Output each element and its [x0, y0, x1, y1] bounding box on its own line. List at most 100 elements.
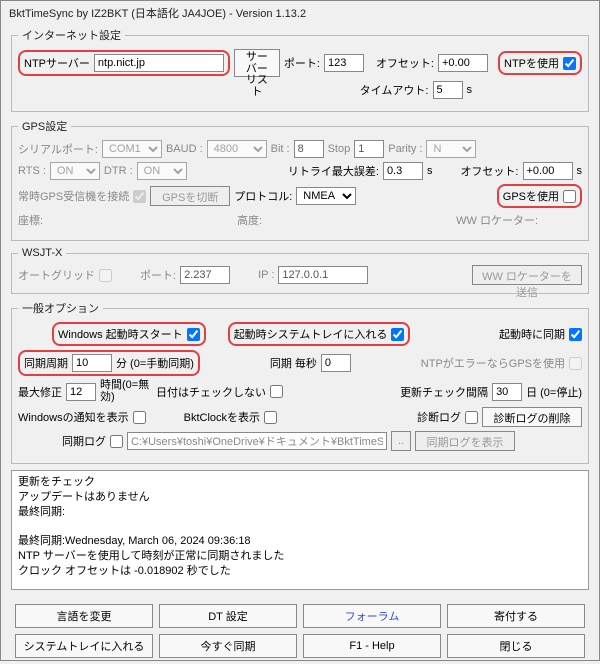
sync-period-label: 同期周期: [24, 355, 68, 371]
wsjtx-legend: WSJT-X: [18, 247, 66, 259]
server-list-button[interactable]: サーバーリスト: [234, 49, 280, 77]
gps-offset-label: オフセット:: [460, 163, 518, 179]
lang-button[interactable]: 言語を変更: [15, 604, 153, 628]
wsjtx-port-input[interactable]: [180, 266, 230, 284]
general-group: 一般オプション Windows 起動時スタート 起動時システムトレイに入れる 起…: [11, 300, 589, 464]
gps-group: GPS設定 シリアルポート: COM1 BAUD : 4800 Bit : St…: [11, 118, 589, 241]
protocol-label: プロトコル:: [234, 188, 292, 204]
sync-log-label: 同期ログ: [62, 433, 106, 449]
timeout-label: タイムアウト:: [360, 82, 429, 98]
donate-button[interactable]: 寄付する: [447, 604, 585, 628]
log-path-input: [127, 432, 387, 450]
ntp-err-gps-label: NTPがエラーならGPSを使用: [421, 355, 565, 371]
update-interval-unit: 日 (0=停止): [526, 384, 582, 400]
port-input[interactable]: [324, 54, 364, 72]
wsjtx-port-label: ポート:: [140, 267, 176, 283]
timeout-unit: s: [467, 84, 473, 96]
wsjtx-group: WSJT-X オートグリッド ポート: IP : WW ロケーターを送信: [11, 247, 589, 294]
update-interval-label: 更新チェック間隔: [400, 384, 488, 400]
status-log: 更新をチェック アップデートはありません 最終同期: 最終同期:Wednesda…: [11, 470, 589, 590]
systray-start-label: 起動時システムトレイに入れる: [234, 326, 388, 342]
use-gps-checkbox[interactable]: [563, 190, 576, 203]
max-correction-unit: 時間(0=無効): [100, 380, 152, 403]
show-bktclock-checkbox[interactable]: [264, 411, 277, 424]
rts-label: RTS :: [18, 165, 46, 177]
timeout-input[interactable]: [433, 81, 463, 99]
sync-period-unit: 分 (0=手動同期): [116, 355, 194, 371]
alt-label: 高度:: [237, 212, 262, 228]
close-button[interactable]: 閉じる: [447, 634, 585, 658]
retry-input[interactable]: [383, 162, 423, 180]
wsjtx-ip-label: IP :: [258, 269, 274, 281]
sync-on-start-checkbox[interactable]: [569, 328, 582, 341]
baud-select[interactable]: 4800: [207, 140, 267, 158]
locator-label: WW ロケーター:: [456, 212, 538, 228]
general-legend: 一般オプション: [18, 300, 103, 316]
show-win-notify-label: Windowsの通知を表示: [18, 409, 129, 425]
always-connect-label: 常時GPS受信機を接続: [18, 188, 129, 204]
gps-offset-input[interactable]: [523, 162, 573, 180]
bit-label: Bit :: [271, 143, 290, 155]
syncnow-button[interactable]: 今すぐ同期: [159, 634, 297, 658]
show-bktclock-label: BktClockを表示: [184, 409, 260, 425]
gps-legend: GPS設定: [18, 118, 71, 134]
window-title: BktTimeSync by IZ2BKT (日本語化 JA4JOE) - Ve…: [1, 1, 599, 23]
sync-on-start-label: 起動時に同期: [499, 326, 565, 342]
serial-select[interactable]: COM1: [102, 140, 162, 158]
sync-period-input[interactable]: [72, 354, 112, 372]
gps-disconnect-button[interactable]: GPSを切断: [150, 186, 230, 206]
systray-start-checkbox[interactable]: [391, 328, 404, 341]
sync-every-input[interactable]: [321, 354, 351, 372]
no-date-check-checkbox[interactable]: [270, 385, 283, 398]
browse-button[interactable]: ..: [391, 431, 411, 451]
rts-select[interactable]: ON: [50, 162, 100, 180]
dtr-select[interactable]: ON: [137, 162, 187, 180]
parity-select[interactable]: N: [426, 140, 476, 158]
parity-label: Parity :: [388, 143, 422, 155]
wsjtx-ip-input[interactable]: [278, 266, 368, 284]
stop-input[interactable]: [354, 140, 384, 158]
max-correction-input[interactable]: [66, 383, 96, 401]
ntp-server-input[interactable]: [94, 54, 224, 72]
show-win-notify-checkbox[interactable]: [133, 411, 146, 424]
sync-every-label: 同期 毎秒: [270, 355, 317, 371]
ntp-err-gps-checkbox[interactable]: [569, 357, 582, 370]
port-label: ポート:: [284, 55, 320, 71]
protocol-select[interactable]: NMEA: [296, 187, 356, 205]
no-date-check-label: 日付はチェックしない: [156, 384, 266, 400]
use-gps-label: GPSを使用: [503, 188, 559, 204]
dtr-label: DTR :: [104, 165, 133, 177]
win-start-label: Windows 起動時スタート: [58, 326, 183, 342]
coord-label: 座標:: [18, 212, 43, 228]
diag-log-checkbox[interactable]: [465, 411, 478, 424]
always-connect-checkbox[interactable]: [133, 190, 146, 203]
sync-log-checkbox[interactable]: [110, 435, 123, 448]
dt-button[interactable]: DT 設定: [159, 604, 297, 628]
gps-offset-unit: s: [577, 165, 583, 177]
stop-label: Stop: [328, 143, 351, 155]
autogrid-checkbox[interactable]: [99, 269, 112, 282]
autogrid-label: オートグリッド: [18, 267, 95, 283]
win-start-checkbox[interactable]: [187, 328, 200, 341]
show-sync-log-button[interactable]: 同期ログを表示: [415, 431, 515, 451]
systray-button[interactable]: システムトレイに入れる: [15, 634, 153, 658]
send-locator-button[interactable]: WW ロケーターを送信: [472, 265, 582, 285]
use-ntp-label: NTPを使用: [504, 55, 559, 71]
internet-group: インターネット設定 NTPサーバー サーバーリスト ポート: オフセット: NT…: [11, 27, 589, 112]
baud-label: BAUD :: [166, 143, 203, 155]
retry-label: リトライ最大誤差:: [288, 163, 379, 179]
offset-input[interactable]: [438, 54, 488, 72]
serial-label: シリアルポート:: [18, 141, 98, 157]
offset-label: オフセット:: [376, 55, 434, 71]
bit-input[interactable]: [294, 140, 324, 158]
update-interval-input[interactable]: [492, 383, 522, 401]
forum-button[interactable]: フォーラム: [303, 604, 441, 628]
retry-unit: s: [427, 165, 433, 177]
delete-diag-button[interactable]: 診断ログの削除: [482, 407, 582, 427]
help-button[interactable]: F1 - Help: [303, 634, 441, 658]
max-correction-label: 最大修正: [18, 384, 62, 400]
ntp-server-label: NTPサーバー: [24, 55, 90, 71]
internet-legend: インターネット設定: [18, 27, 125, 43]
diag-log-label: 診断ログ: [417, 409, 461, 425]
use-ntp-checkbox[interactable]: [563, 57, 576, 70]
